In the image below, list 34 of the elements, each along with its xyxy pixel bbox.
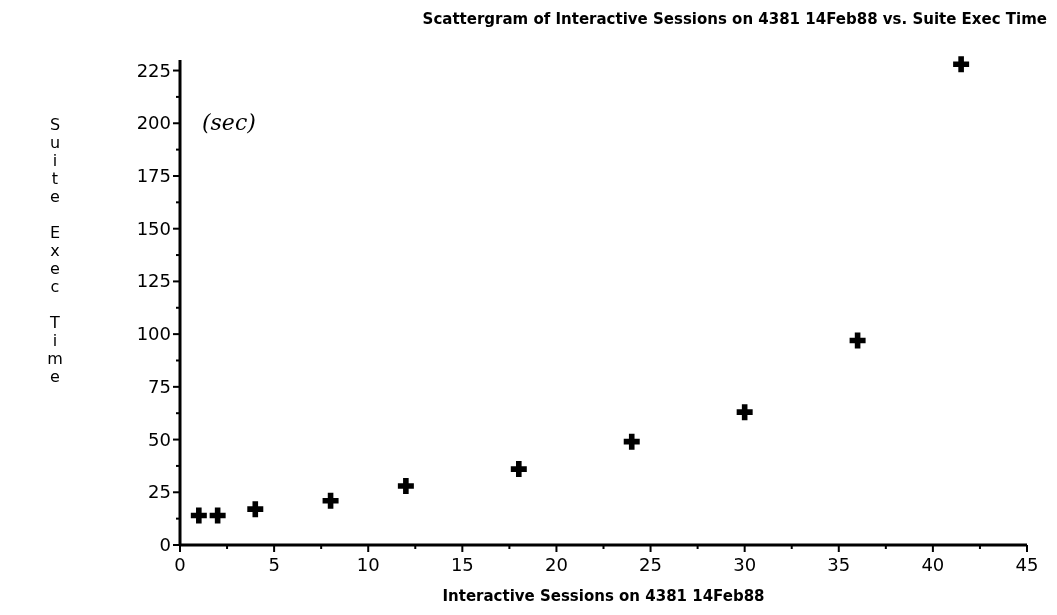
- chart-title: Scattergram of Interactive Sessions on 4381 14Feb88 vs. Suite Exec Time: [422, 10, 1047, 28]
- point: [849, 332, 866, 349]
- x-tick-label: 10: [356, 554, 380, 575]
- x-tick-label: 40: [921, 554, 945, 575]
- point: [322, 492, 339, 509]
- point: [953, 56, 970, 73]
- x-tick-label: 15: [450, 554, 474, 575]
- x-tick-label: 20: [544, 554, 568, 575]
- point: [736, 404, 753, 421]
- annotation: (sec): [202, 110, 256, 135]
- point: [190, 507, 207, 524]
- x-tick-label: 45: [1015, 554, 1039, 575]
- y-tick-label: 100: [136, 323, 171, 345]
- point: [247, 501, 264, 518]
- x-tick-label: 5: [268, 554, 280, 575]
- y-tick-label: 0: [159, 534, 171, 555]
- y-tick-label: 225: [136, 59, 171, 81]
- y-tick-label: 50: [148, 428, 171, 450]
- point: [510, 461, 527, 478]
- x-axis-title: Interactive Sessions on 4381 14Feb88: [442, 587, 765, 605]
- y-tick-label: 25: [148, 481, 171, 503]
- x-tick-label: 35: [827, 554, 851, 575]
- y-tick-label: 125: [136, 270, 171, 292]
- y-tick-label: 75: [148, 375, 171, 397]
- x-tick-label: 30: [733, 554, 757, 575]
- y-tick-label: 150: [136, 217, 171, 239]
- text: Suite Exec Time: [47, 115, 63, 386]
- point: [623, 433, 640, 450]
- y-tick-label: 175: [136, 164, 171, 186]
- x-tick-label: 0: [174, 554, 186, 575]
- point: [397, 477, 414, 494]
- x-tick-label: 25: [639, 554, 663, 575]
- point: [209, 507, 226, 524]
- y-tick-label: 200: [136, 112, 171, 134]
